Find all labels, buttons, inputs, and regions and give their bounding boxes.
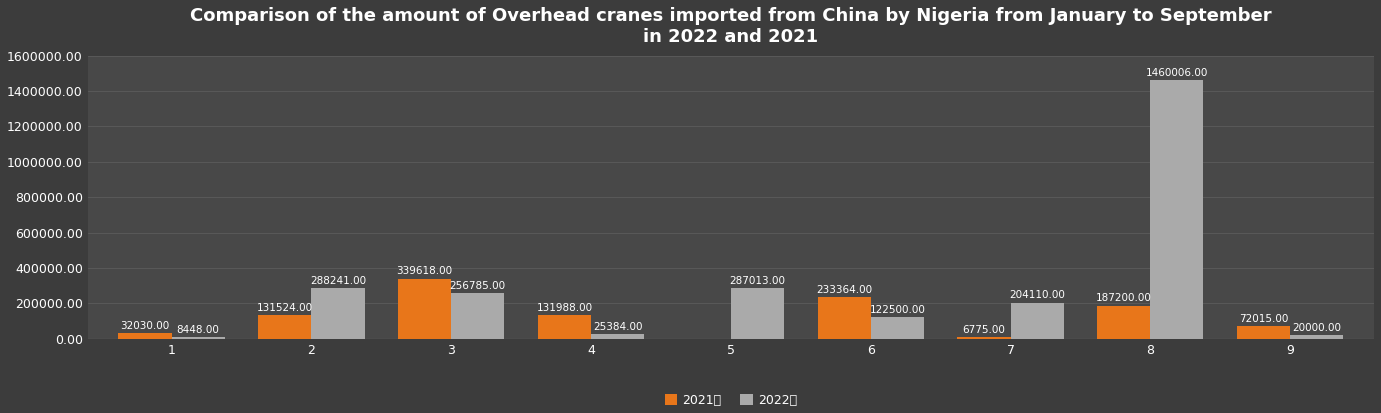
Bar (1237, 326, 1290, 339)
Text: 8448.00: 8448.00 (177, 325, 220, 335)
Bar (1098, 306, 1150, 339)
Bar (1011, 303, 1063, 339)
Text: 131524.00: 131524.00 (257, 303, 313, 313)
Bar (258, 316, 311, 339)
Bar (119, 333, 171, 339)
Text: 131988.00: 131988.00 (536, 303, 592, 313)
Bar (818, 297, 870, 339)
Text: 233364.00: 233364.00 (816, 285, 873, 295)
Bar (311, 288, 365, 339)
Text: 20000.00: 20000.00 (1293, 323, 1341, 333)
Text: 187200.00: 187200.00 (1097, 293, 1152, 304)
Text: 288241.00: 288241.00 (309, 275, 366, 285)
Legend: 2021年, 2022年: 2021年, 2022年 (660, 389, 802, 412)
Text: 32030.00: 32030.00 (120, 321, 170, 331)
Text: 72015.00: 72015.00 (1239, 314, 1288, 324)
Bar (539, 315, 591, 339)
Bar (731, 288, 784, 339)
Text: 25384.00: 25384.00 (592, 322, 642, 332)
Text: 256785.00: 256785.00 (450, 281, 505, 291)
Text: 287013.00: 287013.00 (729, 276, 786, 286)
Title: Comparison of the amount of Overhead cranes imported from China by Nigeria from : Comparison of the amount of Overhead cra… (191, 7, 1272, 46)
Text: 6775.00: 6775.00 (963, 325, 1005, 335)
Bar (870, 317, 924, 339)
Text: 339618.00: 339618.00 (396, 266, 453, 276)
Bar (1150, 81, 1203, 339)
Bar (591, 334, 644, 339)
Text: 1460006.00: 1460006.00 (1146, 68, 1208, 78)
Bar (957, 337, 1011, 339)
Text: 204110.00: 204110.00 (1010, 290, 1065, 300)
Text: 122500.00: 122500.00 (869, 305, 925, 315)
Bar (1290, 335, 1344, 339)
Bar (398, 279, 452, 339)
Bar (171, 337, 225, 339)
Bar (452, 293, 504, 339)
